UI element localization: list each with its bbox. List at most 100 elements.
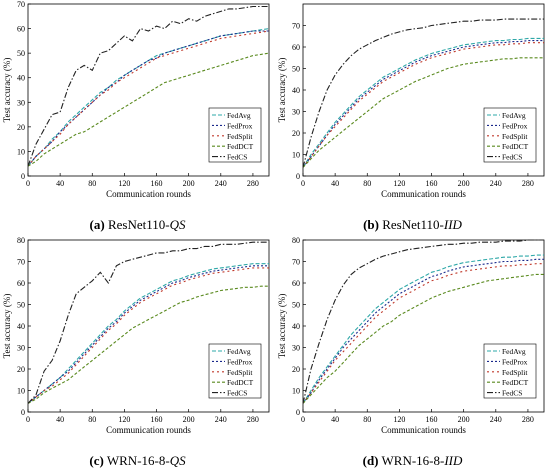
y-tick-label: 20 [17, 365, 25, 374]
legend-label: FedCS [502, 389, 522, 398]
legend-label: FedSplit [227, 368, 253, 377]
y-tick-label: 10 [292, 151, 300, 160]
y-tick-label: 60 [17, 25, 25, 34]
caption-italic-a: QS [169, 217, 186, 232]
caption-label-b: (b) [363, 217, 379, 232]
x-tick-label: 40 [56, 415, 64, 424]
x-tick-label: 200 [183, 179, 195, 188]
y-tick-label: 70 [292, 22, 300, 31]
caption-text-c: WRN-16-8- [106, 453, 170, 468]
legend-box [483, 343, 537, 399]
caption-text-d: WRN-16-8- [381, 453, 445, 468]
legend-label: FedProx [227, 121, 253, 130]
x-tick-label: 40 [331, 179, 339, 188]
x-tick-label: 80 [363, 415, 371, 424]
x-tick-label: 120 [118, 415, 130, 424]
x-tick-label: 0 [301, 415, 305, 424]
x-tick-label: 0 [301, 179, 305, 188]
x-tick-label: 0 [26, 179, 30, 188]
y-tick-label: 30 [17, 344, 25, 353]
y-tick-label: 0 [296, 408, 300, 417]
chart-a: 0 40 80 120 160 200 240 280 0 10 20 30 40 50 60 70 Commu… [2, 0, 270, 199]
y-tick-label: 40 [17, 322, 25, 331]
caption-text-a: ResNet110- [107, 217, 170, 232]
caption-label-d: (d) [362, 453, 379, 468]
y-tick-label: 60 [17, 279, 25, 288]
y-tick-label: 0 [21, 408, 25, 417]
plot-frame [27, 3, 270, 177]
x-tick-label: 280 [247, 179, 259, 188]
y-tick-label: 30 [292, 344, 300, 353]
y-tick-label: 10 [17, 387, 25, 396]
legend-label: FedDCT [502, 378, 529, 387]
x-tick-label: 0 [26, 415, 30, 424]
caption-label-a: (a) [89, 217, 105, 232]
y-tick-label: 30 [292, 108, 300, 117]
x-axis-label: Communication rounds [381, 425, 466, 435]
series-line-fedprox [302, 258, 544, 404]
series-line-fedcs [27, 241, 269, 404]
chart-b: 0 40 80 120 160 200 240 280 0 10 20 30 40 50 60 70 Commu… [277, 3, 545, 199]
caption-italic-b: IID [443, 217, 462, 232]
y-tick-label: 50 [17, 301, 25, 310]
y-tick-label: 70 [17, 0, 25, 9]
y-tick-label: 50 [292, 301, 300, 310]
series-line-fedcs [302, 18, 544, 168]
legend-label: FedCS [502, 153, 522, 162]
x-tick-label: 80 [363, 179, 371, 188]
caption-d: (d) WRN-16-8-IID [275, 453, 550, 469]
x-tick-label: 80 [88, 179, 96, 188]
x-tick-label: 40 [331, 415, 339, 424]
legend-box [208, 107, 262, 163]
chart-c: 0 40 80 120 160 200 240 280 0 10 20 30 40 50 60 70 80 Com… [2, 236, 270, 435]
chart-panel-a: 0 40 80 120 160 200 240 280 0 10 20 30 40 50 60 70 Commu… [0, 0, 275, 236]
x-tick-label: 40 [56, 179, 64, 188]
x-tick-label: 240 [215, 415, 227, 424]
y-tick-label: 0 [21, 172, 25, 181]
y-tick-label: 60 [292, 43, 300, 52]
x-tick-label: 240 [215, 179, 227, 188]
legend-label: FedAvg [227, 111, 251, 120]
y-tick-label: 10 [17, 147, 25, 156]
chart-d: 0 40 80 120 160 200 240 280 0 10 20 30 40 50 60 70 80 Com… [277, 236, 545, 435]
x-tick-label: 200 [458, 179, 470, 188]
caption-text-b: ResNet110- [382, 217, 444, 232]
x-tick-label: 200 [183, 415, 195, 424]
series-line-feddct [27, 285, 269, 404]
y-tick-label: 10 [292, 387, 300, 396]
y-tick-label: 50 [17, 49, 25, 58]
legend-label: FedSplit [502, 368, 528, 377]
x-tick-label: 80 [88, 415, 96, 424]
legend-label: FedProx [502, 121, 528, 130]
x-tick-label: 280 [247, 415, 259, 424]
x-tick-label: 240 [490, 179, 502, 188]
series-line-fedavg [302, 37, 544, 168]
y-tick-label: 20 [17, 123, 25, 132]
x-axis-label: Communication rounds [381, 189, 466, 199]
legend-label: FedDCT [502, 142, 529, 151]
y-tick-label: 50 [292, 65, 300, 74]
legend-label: FedDCT [227, 142, 254, 151]
y-axis-label: Test accuracy (%) [2, 58, 12, 123]
x-tick-label: 240 [490, 415, 502, 424]
series-line-fedavg [302, 254, 544, 404]
caption-c: (c) WRN-16-8-QS [0, 453, 275, 469]
x-tick-label: 160 [151, 415, 163, 424]
y-tick-label: 80 [292, 236, 300, 245]
legend-box [208, 343, 262, 399]
y-axis-label: Test accuracy (%) [277, 294, 287, 359]
series-line-fedsplit [27, 267, 269, 404]
legend-label: FedSplit [502, 132, 528, 141]
x-axis-label: Communication rounds [106, 189, 191, 199]
y-tick-label: 20 [292, 129, 300, 138]
series-line-fedsplit [302, 263, 544, 404]
legend-label: FedSplit [227, 132, 253, 141]
y-tick-label: 40 [292, 322, 300, 331]
series-line-fedprox [27, 30, 269, 167]
y-tick-label: 0 [296, 172, 300, 181]
y-tick-label: 60 [292, 279, 300, 288]
series-line-fedavg [27, 263, 269, 404]
x-tick-label: 160 [151, 179, 163, 188]
series-line-fedcs [27, 5, 269, 167]
legend-label: FedDCT [227, 378, 254, 387]
